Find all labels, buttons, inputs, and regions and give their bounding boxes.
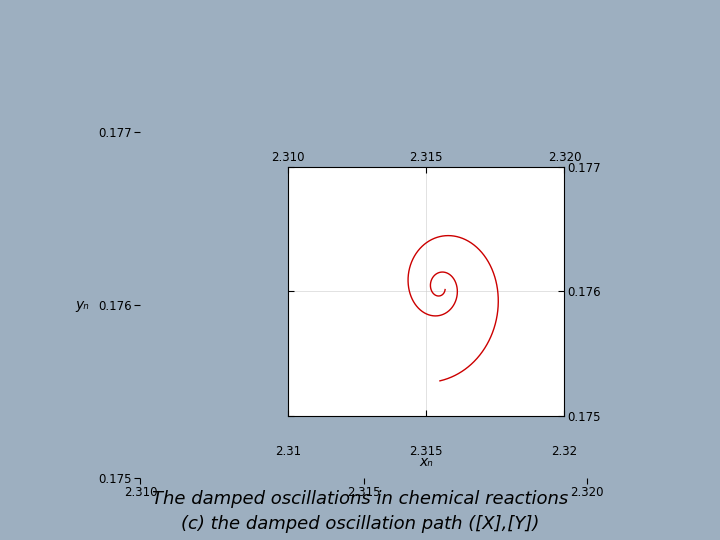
Text: 2.315: 2.315 — [410, 446, 443, 458]
Text: 2.32: 2.32 — [552, 446, 577, 458]
Text: (c) the damped oscillation path ([X],[Y]): (c) the damped oscillation path ([X],[Y]… — [181, 515, 539, 533]
Text: 2.31: 2.31 — [274, 446, 301, 458]
Text: The damped oscillations in chemical reactions: The damped oscillations in chemical reac… — [152, 490, 568, 509]
Y-axis label: yₙ: yₙ — [75, 298, 89, 312]
X-axis label: xₙ: xₙ — [419, 455, 433, 469]
